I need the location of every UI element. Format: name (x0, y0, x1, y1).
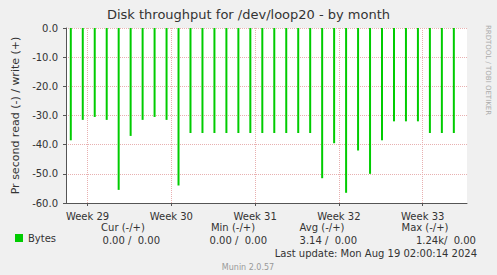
svg-text:Avg (-/+): Avg (-/+) (300, 222, 345, 233)
svg-text:-50.0: -50.0 (32, 168, 58, 179)
svg-text:Week 30: Week 30 (150, 211, 193, 222)
svg-text:1.24k/ 0.00: 1.24k/ 0.00 (416, 235, 476, 246)
svg-text:0.0: 0.0 (42, 23, 58, 34)
svg-text:Disk throughput for /dev/loop2: Disk throughput for /dev/loop20 - by mon… (107, 7, 390, 22)
svg-text:Cur (-/+): Cur (-/+) (101, 222, 145, 233)
svg-text:0.00 / 0.00: 0.00 / 0.00 (210, 235, 267, 246)
svg-text:Munin 2.0.57: Munin 2.0.57 (222, 263, 274, 272)
svg-text:Week 29: Week 29 (66, 211, 109, 222)
svg-text:Last update: Mon Aug 19 02:00:: Last update: Mon Aug 19 02:00:14 2024 (275, 248, 477, 259)
svg-text:3.14 / 0.00: 3.14 / 0.00 (300, 235, 357, 246)
svg-text:0.00 / 0.00: 0.00 / 0.00 (103, 235, 160, 246)
svg-text:Max (-/+): Max (-/+) (401, 222, 448, 233)
svg-text:Min (-/+): Min (-/+) (211, 222, 255, 233)
svg-text:-20.0: -20.0 (32, 81, 58, 92)
svg-text:-30.0: -30.0 (32, 110, 58, 121)
svg-text:Bytes: Bytes (28, 233, 56, 244)
svg-text:Week 31: Week 31 (233, 211, 276, 222)
svg-text:Week 32: Week 32 (317, 211, 360, 222)
svg-text:-60.0: -60.0 (32, 198, 58, 209)
svg-text:-40.0: -40.0 (32, 139, 58, 150)
svg-text:RRDTOOL / TOBI OETIKER: RRDTOOL / TOBI OETIKER (484, 25, 492, 115)
svg-text:Week 33: Week 33 (401, 211, 444, 222)
svg-text:Pr second read (-) / write (+): Pr second read (-) / write (+) (9, 37, 22, 195)
svg-text:-10.0: -10.0 (32, 52, 58, 63)
